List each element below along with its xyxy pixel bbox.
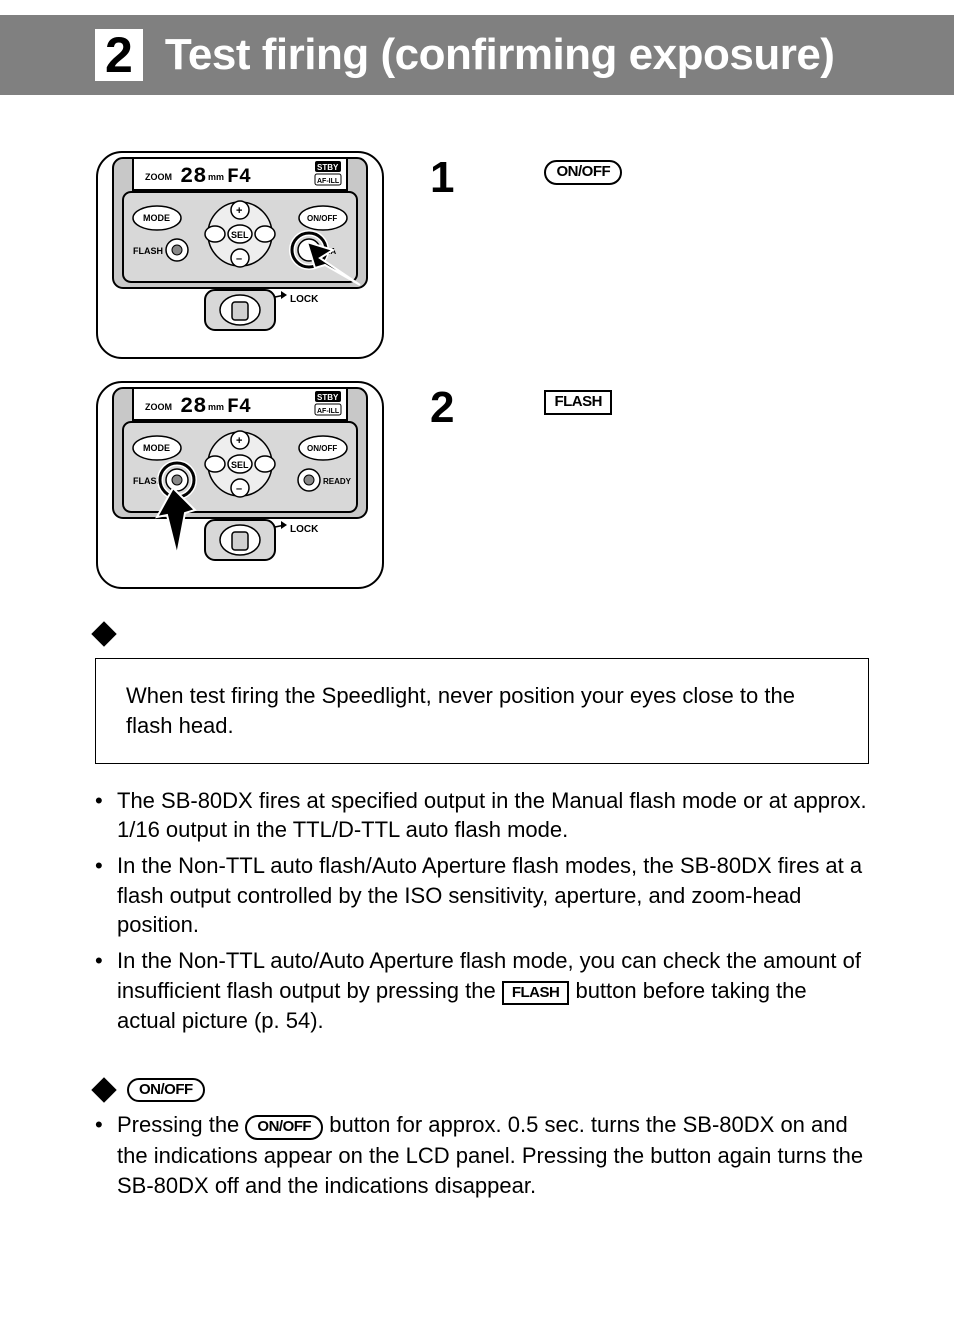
svg-text:ZOOM: ZOOM bbox=[145, 402, 172, 412]
step-2-number: 2 bbox=[430, 386, 454, 430]
lcd-stby-label: STBY bbox=[317, 163, 339, 172]
svg-text:MODE: MODE bbox=[143, 443, 170, 453]
warning-text: When test firing the Speedlight, never p… bbox=[126, 683, 795, 738]
step-1-number: 1 bbox=[430, 156, 454, 200]
section-number-box: 2 bbox=[95, 29, 143, 81]
list-item: In the Non-TTL auto/Auto Aperture flash … bbox=[95, 946, 869, 1036]
flash-button-inline: FLASH bbox=[502, 981, 570, 1006]
onoff-section-header: ON/OFF bbox=[95, 1078, 869, 1103]
svg-text:+: + bbox=[236, 205, 242, 217]
lcd-focal-value: 28 bbox=[180, 164, 206, 189]
btn-flash-label: FLASH bbox=[133, 246, 163, 256]
svg-text:STBY: STBY bbox=[317, 393, 339, 402]
diamond-icon bbox=[91, 621, 116, 646]
onoff-button-inline: ON/OFF bbox=[245, 1115, 323, 1140]
section-number: 2 bbox=[105, 30, 133, 80]
onoff-section-label: ON/OFF bbox=[127, 1078, 205, 1103]
onoff-notes-list: Pressing the ON/OFF button for approx. 0… bbox=[95, 1110, 869, 1200]
lcd-f-value: F4 bbox=[227, 166, 251, 189]
lcd-mm-label: mm bbox=[208, 172, 224, 182]
page-title: Test firing (confirming exposure) bbox=[165, 30, 835, 80]
content-area: ZOOM 28 mm F4 STBY AF-ILL MODE ON/OFF FL… bbox=[0, 95, 954, 1200]
list-item: Pressing the ON/OFF button for approx. 0… bbox=[95, 1110, 869, 1200]
svg-text:F4: F4 bbox=[227, 396, 251, 419]
list-item: The SB-80DX fires at specified output in… bbox=[95, 786, 869, 845]
notes-list: The SB-80DX fires at specified output in… bbox=[95, 786, 869, 1036]
btn-lock-label: LOCK bbox=[290, 294, 319, 305]
bullet-2-text: In the Non-TTL auto flash/Auto Aperture … bbox=[117, 853, 862, 937]
step-1-button-indicator: ON/OFF bbox=[544, 160, 622, 185]
svg-text:READY: READY bbox=[323, 477, 352, 486]
device-illustration-1: ZOOM 28 mm F4 STBY AF-ILL MODE ON/OFF FL… bbox=[95, 150, 385, 360]
device-illustration-2: ZOOM 28 mm F4 STBY AF-ILL MODE ON/OFF FL… bbox=[95, 380, 385, 590]
svg-text:mm: mm bbox=[208, 402, 224, 412]
btn-sel-label: SEL bbox=[231, 230, 249, 240]
btn-onoff-label: ON/OFF bbox=[307, 214, 337, 223]
step-2-row: ZOOM 28 mm F4 STBY AF-ILL MODE ON/OFF FL… bbox=[95, 380, 869, 590]
page-header: 2 Test firing (confirming exposure) bbox=[0, 15, 954, 95]
svg-text:ON/OFF: ON/OFF bbox=[307, 444, 337, 453]
flash-button-label: FLASH bbox=[544, 390, 612, 415]
btn-mode-label: MODE bbox=[143, 213, 170, 223]
svg-text:SEL: SEL bbox=[231, 460, 249, 470]
lcd-afill-label: AF-ILL bbox=[317, 178, 340, 185]
svg-text:–: – bbox=[236, 483, 242, 495]
onoff-button-label: ON/OFF bbox=[544, 160, 622, 185]
svg-text:AF-ILL: AF-ILL bbox=[317, 408, 340, 415]
warning-box: When test firing the Speedlight, never p… bbox=[95, 658, 869, 763]
bullet-1-text: The SB-80DX fires at specified output in… bbox=[117, 788, 867, 843]
diamond-icon bbox=[91, 1077, 116, 1102]
step-1-row: ZOOM 28 mm F4 STBY AF-ILL MODE ON/OFF FL… bbox=[95, 150, 869, 360]
list-item: In the Non-TTL auto flash/Auto Aperture … bbox=[95, 851, 869, 940]
svg-text:LOCK: LOCK bbox=[290, 524, 319, 535]
section-marker bbox=[95, 625, 869, 643]
svg-text:28: 28 bbox=[180, 394, 206, 419]
step-2-button-indicator: FLASH bbox=[544, 390, 612, 415]
svg-text:+: + bbox=[236, 435, 242, 447]
onoff-text-a: Pressing the bbox=[117, 1112, 245, 1137]
lcd-zoom-label: ZOOM bbox=[145, 172, 172, 182]
svg-text:–: – bbox=[236, 253, 242, 265]
